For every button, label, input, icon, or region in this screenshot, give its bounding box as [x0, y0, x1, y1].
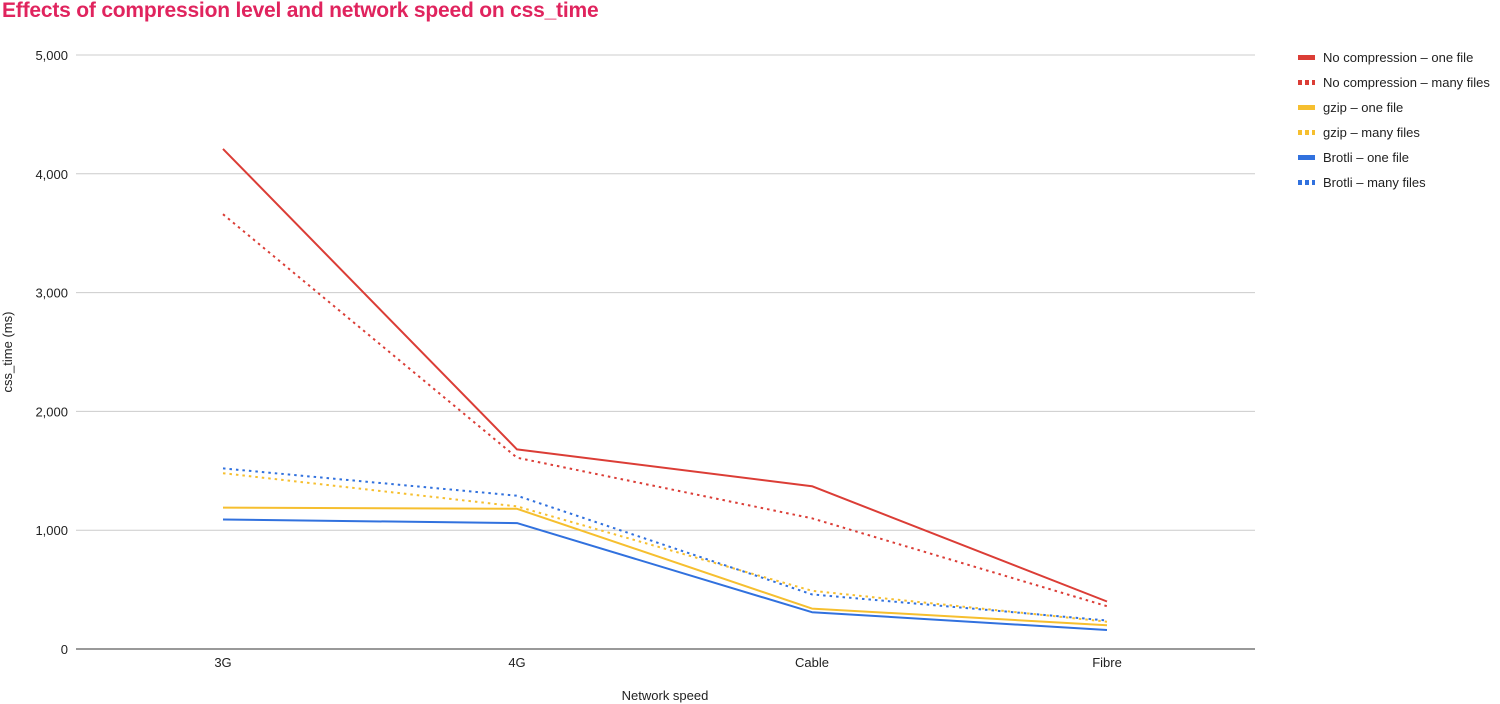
- legend-item: No compression – many files: [1298, 70, 1490, 95]
- x-axis-ticks: 3G 4G Cable Fibre: [214, 655, 1121, 670]
- gridlines: [76, 54, 1255, 650]
- y-axis-label: css_time (ms): [0, 312, 15, 393]
- y-tick-label: 2,000: [35, 404, 68, 419]
- legend-swatch: [1298, 130, 1315, 135]
- x-tick-label: Cable: [795, 655, 829, 670]
- y-tick-label: 3,000: [35, 286, 68, 301]
- y-tick-label: 1,000: [35, 523, 68, 538]
- y-tick-label: 4,000: [35, 167, 68, 182]
- legend-item: No compression – one file: [1298, 45, 1490, 70]
- legend-item: Brotli – many files: [1298, 170, 1490, 195]
- legend: No compression – one file No compression …: [1298, 45, 1490, 195]
- y-tick-label: 5,000: [35, 48, 68, 63]
- x-tick-label: 3G: [214, 655, 231, 670]
- series-line: [222, 148, 1108, 603]
- legend-label: No compression – one file: [1323, 50, 1474, 65]
- chart-title: Effects of compression level and network…: [2, 0, 599, 22]
- legend-label: Brotli – one file: [1323, 150, 1409, 165]
- y-axis-ticks: 0 1,000 2,000 3,000 4,000 5,000: [35, 48, 68, 657]
- legend-label: gzip – one file: [1323, 100, 1404, 115]
- x-tick-label: 4G: [508, 655, 525, 670]
- legend-label: gzip – many files: [1323, 125, 1420, 140]
- legend-item: gzip – many files: [1298, 120, 1490, 145]
- x-axis-label: Network speed: [622, 688, 709, 703]
- series-lines: [222, 148, 1108, 631]
- legend-label: No compression – many files: [1323, 75, 1490, 90]
- series-line: [222, 467, 1108, 622]
- legend-swatch: [1298, 80, 1315, 85]
- legend-swatch: [1298, 55, 1315, 60]
- legend-swatch: [1298, 180, 1315, 185]
- legend-swatch: [1298, 105, 1315, 110]
- legend-item: gzip – one file: [1298, 95, 1490, 120]
- legend-item: Brotli – one file: [1298, 145, 1490, 170]
- series-line: [222, 213, 1108, 608]
- y-tick-label: 0: [61, 642, 68, 657]
- x-tick-label: Fibre: [1092, 655, 1122, 670]
- series-line: [222, 506, 1108, 627]
- legend-label: Brotli – many files: [1323, 175, 1426, 190]
- series-line: [222, 518, 1108, 631]
- legend-swatch: [1298, 155, 1315, 160]
- series-line: [222, 472, 1108, 623]
